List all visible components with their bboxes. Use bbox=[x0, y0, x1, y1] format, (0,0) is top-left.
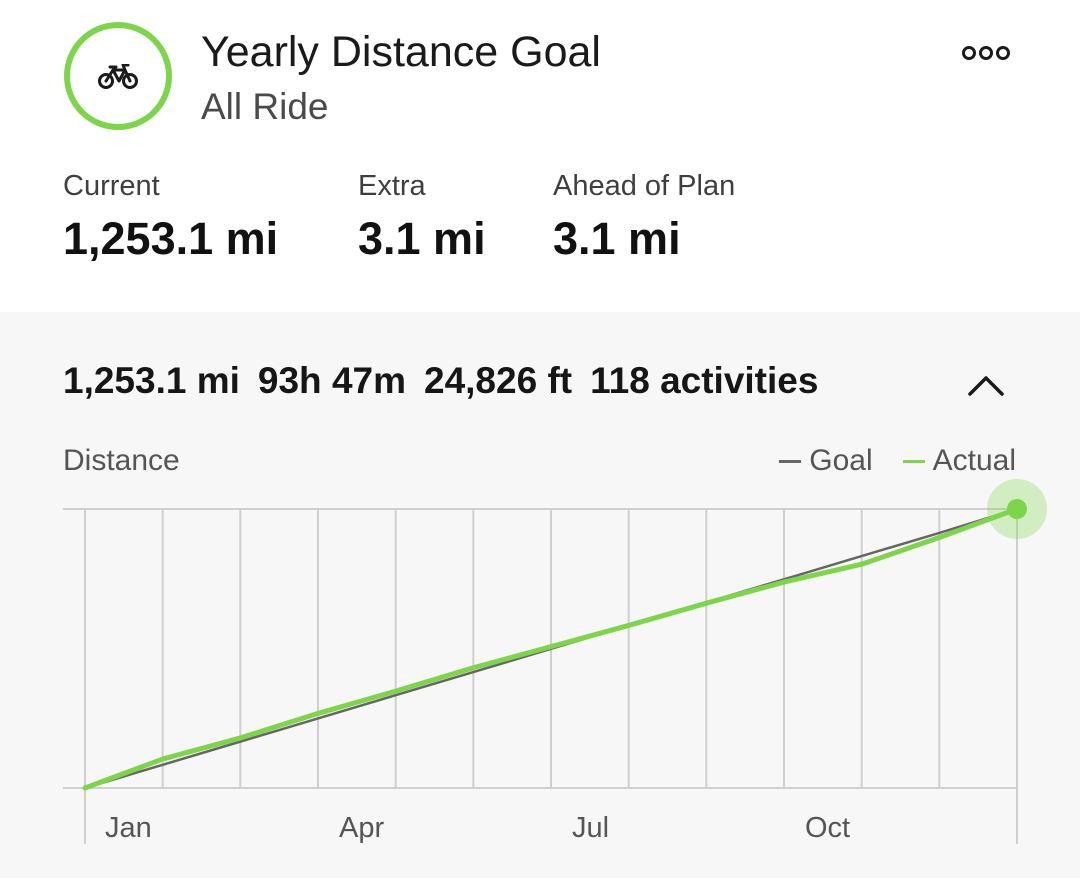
legend-goal-swatch bbox=[779, 459, 802, 463]
legend-actual-swatch bbox=[902, 459, 925, 463]
chart-legend: Goal Actual bbox=[779, 444, 1016, 478]
legend-goal-label: Goal bbox=[809, 444, 873, 477]
stat-current: Current 1,253.1 mi bbox=[63, 170, 278, 265]
more-options-icon[interactable] bbox=[958, 38, 1014, 68]
stat-current-value: 1,253.1 mi bbox=[63, 213, 279, 264]
summary-activities: 118 activities bbox=[590, 360, 819, 401]
page-title: Yearly Distance Goal bbox=[201, 28, 601, 76]
distance-chart bbox=[63, 479, 1047, 844]
legend-goal: Goal bbox=[779, 444, 873, 478]
stat-ahead-value: 3.1 mi bbox=[553, 213, 681, 264]
legend-actual-label: Actual bbox=[932, 444, 1016, 477]
goal-progress-ring bbox=[64, 22, 172, 130]
stat-extra-label: Extra bbox=[358, 170, 426, 202]
stat-extra-value: 3.1 mi bbox=[358, 213, 486, 264]
x-tick-oct: Oct bbox=[805, 812, 851, 844]
stat-ahead-of-plan: Ahead of Plan 3.1 mi bbox=[553, 170, 735, 265]
x-tick-apr: Apr bbox=[339, 812, 385, 844]
summary-time: 93h 47m bbox=[257, 360, 406, 401]
summary-row: 1,253.1 mi 93h 47m 24,826 ft 118 activities bbox=[63, 360, 836, 402]
summary-elevation: 24,826 ft bbox=[424, 360, 573, 401]
legend-actual: Actual bbox=[902, 444, 1016, 478]
bike-icon bbox=[98, 64, 138, 89]
stat-ahead-label: Ahead of Plan bbox=[553, 170, 736, 202]
actual-current-point bbox=[1007, 499, 1027, 519]
stat-extra: Extra 3.1 mi bbox=[358, 170, 486, 265]
goal-header: Yearly Distance Goal All Ride Current 1,… bbox=[0, 0, 1080, 312]
summary-distance: 1,253.1 mi bbox=[63, 360, 240, 401]
collapse-chevron-up-icon[interactable] bbox=[964, 370, 1008, 400]
summary-panel: 1,253.1 mi 93h 47m 24,826 ft 118 activities… bbox=[0, 312, 1080, 878]
chart-y-label: Distance bbox=[63, 444, 180, 477]
actual-line bbox=[82, 506, 1020, 791]
sport-type-label: All Ride bbox=[201, 86, 329, 127]
x-tick-jul: Jul bbox=[572, 812, 610, 844]
x-tick-jan: Jan bbox=[105, 812, 152, 844]
stat-current-label: Current bbox=[63, 170, 160, 202]
